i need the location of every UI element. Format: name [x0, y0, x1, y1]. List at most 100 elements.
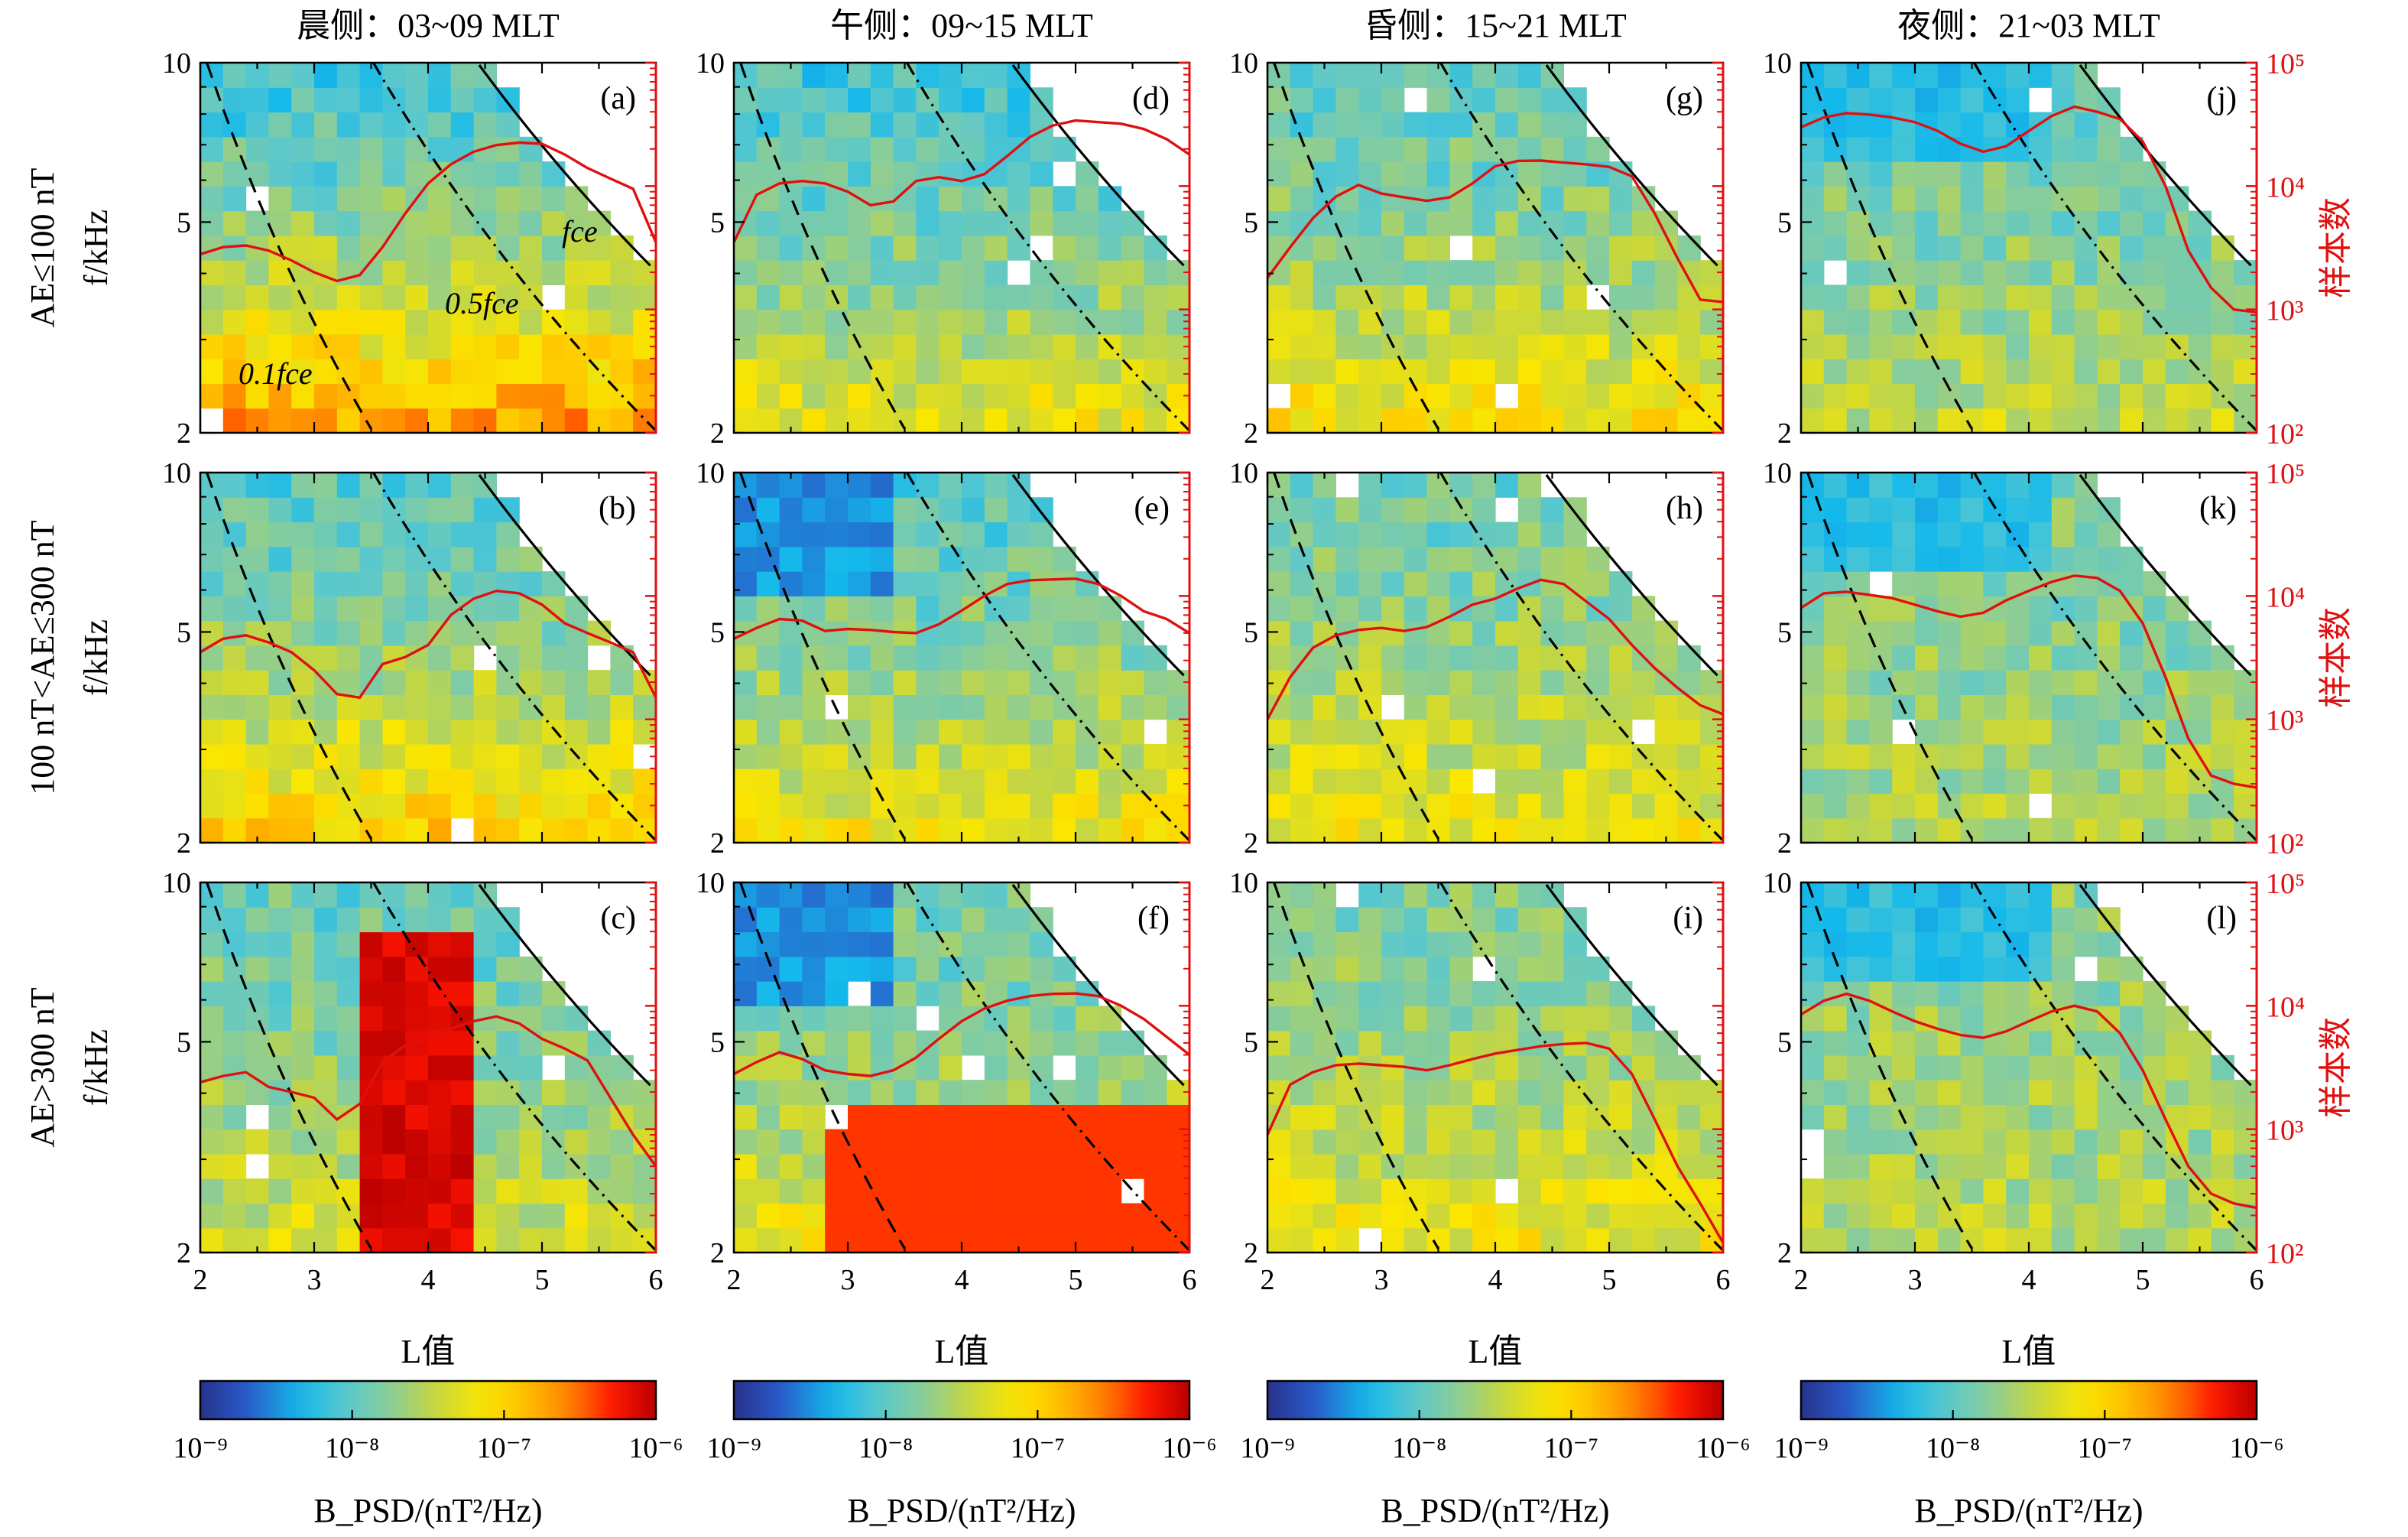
heatmap-cell: [734, 1030, 758, 1056]
heatmap-cell: [1983, 768, 2007, 794]
heatmap-cell: [2097, 383, 2121, 409]
heatmap-cell: [984, 956, 1008, 982]
heatmap-cell: [564, 1080, 589, 1105]
heatmap-cell: [473, 284, 497, 310]
heatmap-cell: [1472, 522, 1496, 548]
heatmap-cell: [1313, 743, 1336, 769]
heatmap-cell: [291, 907, 315, 933]
heatmap-cell: [1267, 1006, 1291, 1032]
heatmap-cell: [610, 260, 634, 285]
heatmap-cell: [587, 309, 611, 335]
heatmap-cell: [1007, 694, 1030, 720]
heatmap-cell: [1937, 1227, 1962, 1253]
heatmap-cell: [291, 1006, 315, 1032]
heatmap-cell: [1892, 112, 1916, 138]
heatmap-cell: [1631, 1030, 1656, 1056]
heatmap-cell: [496, 620, 520, 646]
heatmap-cell: [870, 981, 894, 1006]
heatmap-cell: [2188, 210, 2212, 236]
heatmap-cell: [1449, 284, 1473, 310]
heatmap-cell: [2029, 719, 2053, 745]
heatmap-cell: [1586, 1054, 1610, 1080]
heatmap-cell: [1937, 768, 1962, 794]
heatmap-cell: [1937, 1153, 1962, 1179]
heatmap-cell: [1030, 260, 1053, 285]
heatmap-cell: [1983, 1006, 2007, 1032]
heatmap-cell: [1654, 210, 1678, 236]
heatmap-cell: [405, 309, 429, 335]
heatmap-cell: [1098, 235, 1122, 261]
panel-label: (i): [1673, 901, 1703, 936]
heatmap-cell: [2165, 210, 2189, 236]
heatmap-cell: [1700, 359, 1724, 385]
heatmap-cell: [756, 1227, 780, 1253]
heatmap-cell: [268, 768, 292, 794]
x-axis-title: L值: [2002, 1333, 2056, 1370]
heatmap-cell: [1313, 1129, 1336, 1155]
heatmap-cell: [200, 931, 224, 957]
heatmap-cell: [1267, 1054, 1291, 1080]
y-axis-title: f/kHz: [77, 1029, 115, 1106]
heatmap-cell: [1449, 112, 1473, 138]
heatmap-cell: [633, 359, 657, 385]
heatmap-cell: [756, 596, 780, 622]
heatmap-cell: [450, 694, 475, 720]
heatmap-cell: [1846, 1129, 1870, 1155]
heatmap-cell: [1472, 112, 1496, 138]
heatmap-cell: [382, 522, 406, 548]
heatmap-cell: [222, 620, 247, 646]
heatmap-cell: [1358, 1054, 1382, 1080]
heatmap-cell: [450, 1030, 475, 1056]
heatmap-cell: [962, 260, 985, 285]
heatmap-cell: [870, 359, 894, 385]
heatmap-cell: [1517, 1153, 1542, 1179]
heatmap-cell: [779, 956, 803, 982]
heatmap-cell: [1358, 571, 1382, 596]
heatmap-cell: [2051, 571, 2075, 596]
fce-curve: [1545, 474, 1718, 677]
heatmap-cell: [939, 63, 962, 88]
heatmap-cell: [1609, 1104, 1633, 1130]
x-tick-label: 2: [1794, 1264, 1809, 1296]
heatmap-cell: [802, 768, 826, 794]
heatmap-cell: [2006, 522, 2030, 548]
heatmap-cell: [893, 260, 917, 285]
heatmap-cell: [291, 931, 315, 957]
heatmap-cell: [1007, 87, 1030, 113]
heatmap-cell: [245, 694, 269, 720]
heatmap-cell: [542, 333, 566, 359]
heatmap-cell: [1267, 1203, 1291, 1229]
heatmap-cell: [1030, 571, 1053, 596]
x-tick-label: 5: [1069, 1264, 1083, 1296]
heatmap-cell: [268, 161, 292, 187]
heatmap-cell: [2234, 694, 2257, 720]
heatmap-cell: [779, 1129, 803, 1155]
heatmap-cell: [222, 981, 247, 1006]
heatmap-cell: [1892, 1203, 1916, 1229]
heatmap-cell: [1700, 1104, 1724, 1130]
heatmap-cell: [984, 383, 1008, 409]
heatmap-cell: [2029, 497, 2053, 523]
heatmap-cell: [473, 981, 497, 1006]
heatmap-cell: [734, 1227, 758, 1253]
heatmap-cell: [473, 1203, 497, 1229]
heatmap-cell: [1076, 1227, 1099, 1253]
heatmap-cell: [473, 333, 497, 359]
heatmap-cell: [1937, 235, 1962, 261]
heatmap-cell: [1290, 768, 1314, 794]
heatmap-cell: [1983, 186, 2007, 212]
heatmap-cell: [962, 1203, 985, 1229]
heatmap-cell: [779, 907, 803, 933]
heatmap-cell: [610, 694, 634, 720]
heatmap-cell: [802, 309, 826, 335]
heatmap-cell: [1404, 1030, 1428, 1056]
heatmap-cell: [1915, 571, 1939, 596]
heatmap-cell: [756, 1203, 780, 1229]
heatmap-cell: [1267, 1030, 1291, 1056]
heatmap-cell: [1007, 522, 1030, 548]
heatmap-cell: [1823, 309, 1848, 335]
fce-curve: [478, 884, 651, 1087]
heatmap-cell: [1495, 882, 1519, 908]
heatmap-cell: [1290, 1006, 1314, 1032]
heatmap-cell: [825, 546, 849, 572]
